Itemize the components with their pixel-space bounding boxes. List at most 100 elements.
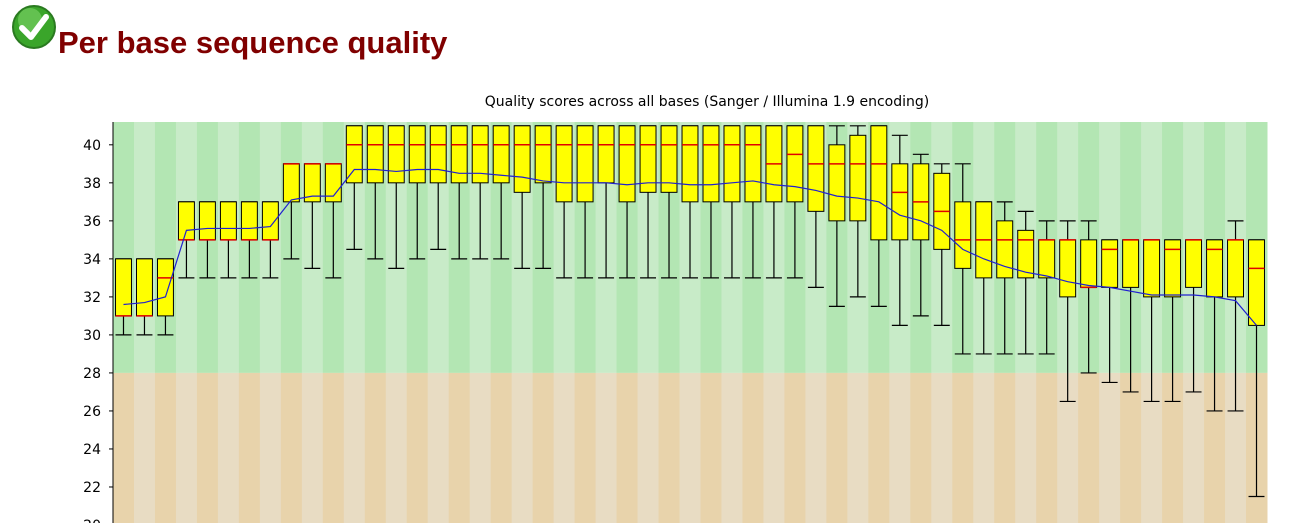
y-tick-label: 28 — [83, 366, 101, 382]
zone-stripe — [490, 372, 513, 525]
box — [744, 125, 762, 203]
y-tick-label: 24 — [83, 442, 101, 458]
zone-stripe — [616, 372, 639, 525]
box — [597, 125, 615, 184]
y-tick-label: 30 — [83, 328, 101, 344]
box — [450, 125, 468, 184]
box — [261, 201, 279, 241]
box — [219, 201, 237, 241]
y-tick-label: 26 — [83, 404, 101, 420]
zone-stripe — [700, 372, 722, 525]
y-tick-label: 36 — [83, 214, 101, 230]
box — [1164, 239, 1182, 298]
mean-line — [123, 168, 1257, 326]
zone-stripe — [196, 372, 219, 525]
box — [345, 125, 363, 184]
box — [702, 125, 720, 203]
box — [177, 201, 195, 241]
box — [639, 125, 657, 193]
box — [492, 125, 510, 184]
zone-stripe — [385, 372, 408, 525]
box — [618, 125, 636, 203]
zone-stripe — [994, 372, 1016, 525]
box — [723, 125, 741, 203]
zone-stripe — [1078, 372, 1100, 525]
box — [534, 125, 552, 184]
box — [1143, 239, 1161, 298]
zone-stripe — [1099, 372, 1121, 525]
zone-stripe — [154, 372, 177, 525]
y-tick-label: 20 — [83, 518, 101, 523]
zone-stripe — [364, 372, 387, 525]
zone-stripe — [595, 372, 618, 525]
zone-stripe — [910, 372, 932, 525]
box — [1185, 239, 1203, 288]
box — [996, 220, 1014, 279]
zone-stripe — [217, 372, 240, 525]
box — [115, 258, 132, 317]
zone-stripe — [952, 372, 974, 525]
zone-stripe — [721, 372, 743, 525]
zone-stripe — [280, 372, 303, 525]
box — [240, 201, 258, 241]
box — [471, 125, 489, 184]
zone-stripe — [847, 372, 869, 525]
zone-stripe — [1120, 372, 1142, 525]
zone-stripe — [784, 372, 806, 525]
zone-stripe — [322, 372, 345, 525]
zone-stripe — [301, 372, 324, 525]
zone-stripe — [1057, 372, 1079, 525]
zone-stripe — [574, 372, 597, 525]
zone-stripe — [931, 372, 953, 525]
box — [1080, 239, 1098, 288]
zone-stripe — [742, 372, 764, 525]
box — [429, 125, 447, 184]
zone-stripe — [763, 372, 785, 525]
zone-stripe — [469, 372, 492, 525]
ok-icon — [12, 5, 56, 49]
zone-stripe — [406, 372, 429, 525]
box — [135, 258, 153, 317]
box — [849, 134, 867, 222]
zone-stripe — [637, 372, 660, 525]
zone-stripe — [1015, 372, 1037, 525]
zone-stripe — [889, 372, 911, 525]
zone-stripe — [133, 372, 156, 525]
zone-stripe — [826, 372, 848, 525]
zone-stripe — [427, 372, 450, 525]
zone-stripe — [1141, 372, 1163, 525]
zone-stripe — [868, 372, 890, 525]
box — [660, 125, 678, 193]
y-tick-label: 40 — [83, 138, 101, 154]
box — [576, 125, 594, 203]
zone-stripe — [1183, 372, 1205, 525]
box — [198, 201, 216, 241]
zone-stripe — [973, 372, 995, 525]
zone-stripe — [1162, 372, 1184, 525]
zone-stripe — [805, 372, 827, 525]
chart-title: Quality scores across all bases (Sanger … — [485, 94, 929, 110]
box — [156, 258, 174, 317]
box — [807, 125, 825, 212]
box — [954, 201, 972, 269]
y-tick-label: 32 — [83, 290, 101, 306]
zone-stripe — [1036, 372, 1058, 525]
zone-stripe — [511, 372, 534, 525]
box — [1059, 239, 1077, 298]
plot-area: 20 22 24 26 28 30 32 34 36 38 40 — [83, 122, 1268, 528]
box — [870, 125, 888, 241]
y-tick-label: 38 — [83, 176, 101, 192]
zone-stripe — [448, 372, 471, 525]
section-title: Per base sequence quality — [58, 25, 448, 60]
zone-stripe — [175, 372, 198, 525]
y-tick-label: 34 — [83, 252, 101, 268]
zone-stripe — [658, 372, 681, 525]
box — [366, 125, 384, 184]
zone-stripe — [259, 372, 282, 525]
box — [408, 125, 426, 184]
box — [828, 144, 846, 222]
box — [1101, 239, 1119, 288]
box — [1206, 239, 1224, 298]
